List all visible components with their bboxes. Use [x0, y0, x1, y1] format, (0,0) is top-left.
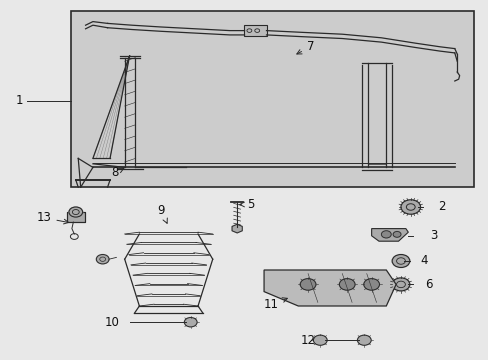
Circle shape [391, 255, 409, 267]
Bar [71, 11, 473, 187]
Circle shape [357, 335, 370, 345]
Polygon shape [371, 229, 407, 241]
Polygon shape [264, 270, 395, 306]
Circle shape [339, 279, 354, 290]
Text: 5: 5 [239, 198, 254, 211]
Text: 13: 13 [37, 211, 68, 224]
Text: 6: 6 [425, 278, 432, 291]
Circle shape [69, 207, 82, 217]
Text: 9: 9 [157, 204, 167, 223]
Circle shape [392, 231, 400, 237]
Text: 3: 3 [429, 229, 437, 242]
Text: 1: 1 [16, 94, 23, 107]
Circle shape [300, 279, 315, 290]
Circle shape [313, 335, 326, 345]
Circle shape [184, 318, 197, 327]
Circle shape [96, 255, 109, 264]
Circle shape [391, 278, 409, 291]
Text: 8: 8 [111, 166, 124, 179]
Bar [67, 212, 84, 222]
Text: 11: 11 [264, 298, 287, 311]
Text: 2: 2 [437, 201, 444, 213]
Text: 4: 4 [420, 255, 427, 267]
Text: 7: 7 [296, 40, 314, 54]
Text: 12: 12 [300, 334, 315, 347]
Circle shape [381, 231, 390, 238]
Text: 10: 10 [105, 316, 120, 329]
Bar [67, 212, 84, 222]
Bar [244, 25, 266, 36]
Circle shape [363, 279, 379, 290]
Circle shape [400, 200, 420, 214]
